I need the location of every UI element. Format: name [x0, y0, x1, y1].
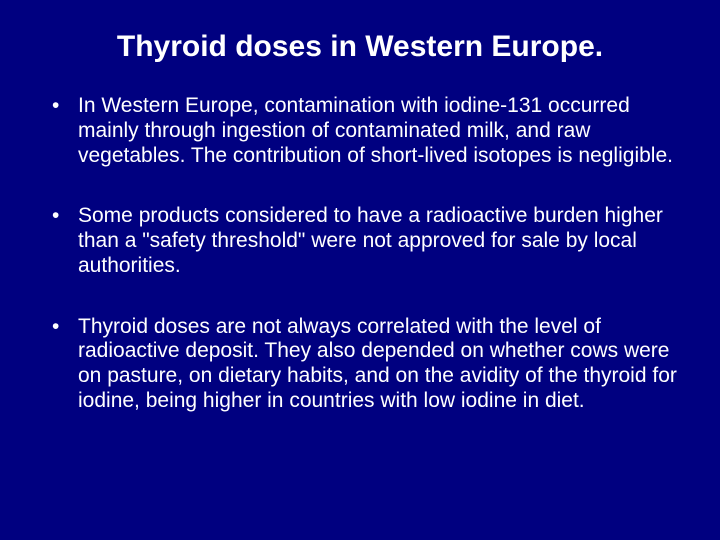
- presentation-slide: Thyroid doses in Western Europe. In West…: [0, 0, 720, 540]
- list-item: Thyroid doses are not always correlated …: [40, 315, 680, 414]
- bullet-list: In Western Europe, contamination with io…: [40, 94, 680, 414]
- list-item: In Western Europe, contamination with io…: [40, 94, 680, 168]
- slide-title: Thyroid doses in Western Europe.: [40, 30, 680, 64]
- list-item: Some products considered to have a radio…: [40, 204, 680, 278]
